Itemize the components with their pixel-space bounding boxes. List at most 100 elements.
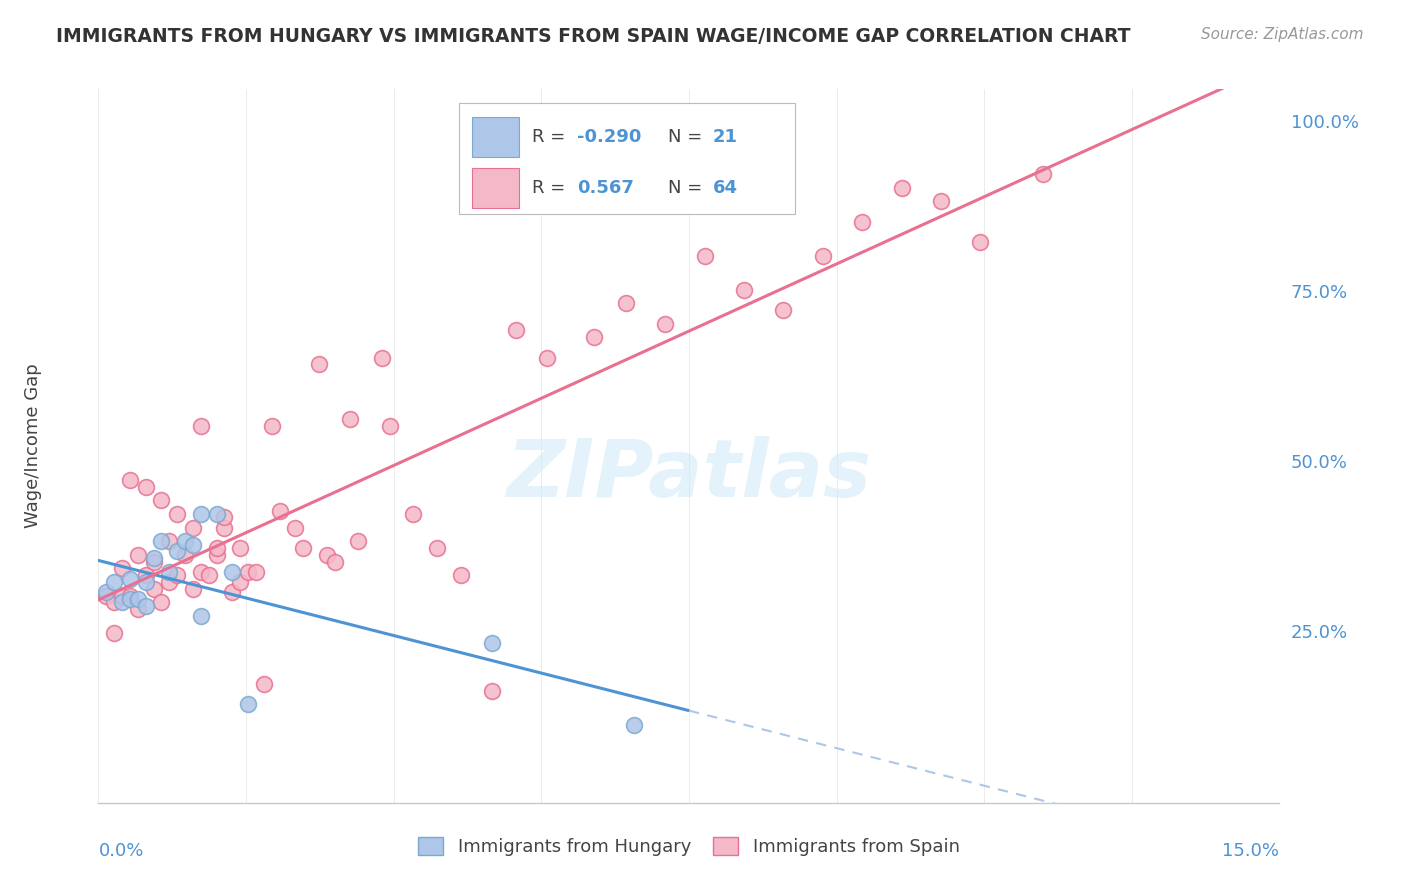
Point bbox=[127, 548, 149, 562]
Text: 0.0%: 0.0% bbox=[98, 842, 143, 860]
Point bbox=[253, 677, 276, 691]
Point bbox=[205, 541, 228, 555]
Text: N =: N = bbox=[668, 179, 707, 197]
Point bbox=[150, 493, 173, 508]
Point bbox=[505, 323, 527, 337]
Point bbox=[181, 582, 204, 596]
Text: IMMIGRANTS FROM HUNGARY VS IMMIGRANTS FROM SPAIN WAGE/INCOME GAP CORRELATION CHA: IMMIGRANTS FROM HUNGARY VS IMMIGRANTS FR… bbox=[56, 27, 1130, 45]
Point bbox=[197, 568, 219, 582]
Point bbox=[851, 215, 873, 229]
Point bbox=[174, 534, 197, 549]
Point bbox=[1032, 167, 1054, 181]
Point bbox=[103, 626, 125, 640]
Point bbox=[103, 574, 125, 589]
Point bbox=[190, 608, 212, 623]
Point bbox=[205, 548, 228, 562]
Point bbox=[127, 602, 149, 616]
Point bbox=[135, 574, 157, 589]
Point bbox=[378, 418, 401, 433]
Point bbox=[371, 351, 394, 365]
Point bbox=[111, 561, 134, 575]
FancyBboxPatch shape bbox=[458, 103, 796, 214]
Legend: Immigrants from Hungary, Immigrants from Spain: Immigrants from Hungary, Immigrants from… bbox=[409, 829, 969, 865]
Text: 25.0%: 25.0% bbox=[1291, 624, 1348, 642]
Point bbox=[536, 351, 558, 365]
Point bbox=[118, 589, 141, 603]
Text: R =: R = bbox=[531, 128, 571, 146]
Point bbox=[118, 473, 141, 487]
Point bbox=[481, 636, 503, 650]
Text: R =: R = bbox=[531, 179, 571, 197]
Point bbox=[157, 534, 180, 549]
Point bbox=[96, 589, 118, 603]
Point bbox=[166, 544, 188, 558]
Text: N =: N = bbox=[668, 128, 707, 146]
Point bbox=[481, 683, 503, 698]
Point bbox=[174, 548, 197, 562]
Text: ZIPatlas: ZIPatlas bbox=[506, 435, 872, 514]
Point bbox=[583, 330, 606, 344]
Point bbox=[347, 534, 370, 549]
Text: Wage/Income Gap: Wage/Income Gap bbox=[24, 364, 42, 528]
Text: 100.0%: 100.0% bbox=[1291, 114, 1358, 132]
FancyBboxPatch shape bbox=[471, 168, 519, 209]
Point bbox=[214, 510, 236, 524]
Text: 64: 64 bbox=[713, 179, 738, 197]
Point bbox=[118, 591, 141, 606]
Point bbox=[190, 507, 212, 521]
Point bbox=[323, 555, 346, 569]
Point bbox=[142, 555, 165, 569]
Point bbox=[181, 520, 204, 534]
Point bbox=[969, 235, 991, 249]
Point bbox=[142, 551, 165, 566]
Point bbox=[733, 283, 755, 297]
Point bbox=[205, 507, 228, 521]
Point bbox=[811, 249, 834, 263]
Point bbox=[693, 249, 716, 263]
Point bbox=[308, 358, 330, 372]
Point bbox=[135, 599, 157, 613]
Point bbox=[450, 568, 472, 582]
Text: -0.290: -0.290 bbox=[576, 128, 641, 146]
Point bbox=[142, 582, 165, 596]
Point bbox=[292, 541, 315, 555]
Point bbox=[111, 589, 134, 603]
Point bbox=[236, 698, 259, 712]
Point bbox=[245, 565, 267, 579]
Point bbox=[150, 534, 173, 549]
Text: 75.0%: 75.0% bbox=[1291, 284, 1348, 302]
Point bbox=[890, 180, 912, 194]
Text: 50.0%: 50.0% bbox=[1291, 454, 1347, 472]
Point bbox=[221, 565, 243, 579]
Point bbox=[135, 568, 157, 582]
Point bbox=[103, 595, 125, 609]
Point bbox=[339, 412, 361, 426]
Point bbox=[623, 717, 645, 731]
Point bbox=[135, 480, 157, 494]
Point bbox=[221, 585, 243, 599]
Point bbox=[236, 565, 259, 579]
Text: 0.567: 0.567 bbox=[576, 179, 634, 197]
Point bbox=[181, 537, 204, 551]
Point bbox=[614, 296, 637, 310]
Point bbox=[772, 303, 794, 318]
Point bbox=[157, 565, 180, 579]
Point bbox=[111, 595, 134, 609]
Point bbox=[229, 574, 252, 589]
Point bbox=[214, 520, 236, 534]
Point bbox=[127, 591, 149, 606]
Point bbox=[166, 568, 188, 582]
Point bbox=[150, 595, 173, 609]
FancyBboxPatch shape bbox=[471, 117, 519, 157]
Text: 15.0%: 15.0% bbox=[1222, 842, 1279, 860]
Point bbox=[157, 574, 180, 589]
Point bbox=[654, 317, 676, 331]
Point bbox=[929, 194, 952, 209]
Point bbox=[96, 585, 118, 599]
Point bbox=[402, 507, 425, 521]
Point bbox=[315, 548, 337, 562]
Point bbox=[284, 520, 307, 534]
Text: Source: ZipAtlas.com: Source: ZipAtlas.com bbox=[1201, 27, 1364, 42]
Point bbox=[190, 565, 212, 579]
Point bbox=[269, 503, 291, 517]
